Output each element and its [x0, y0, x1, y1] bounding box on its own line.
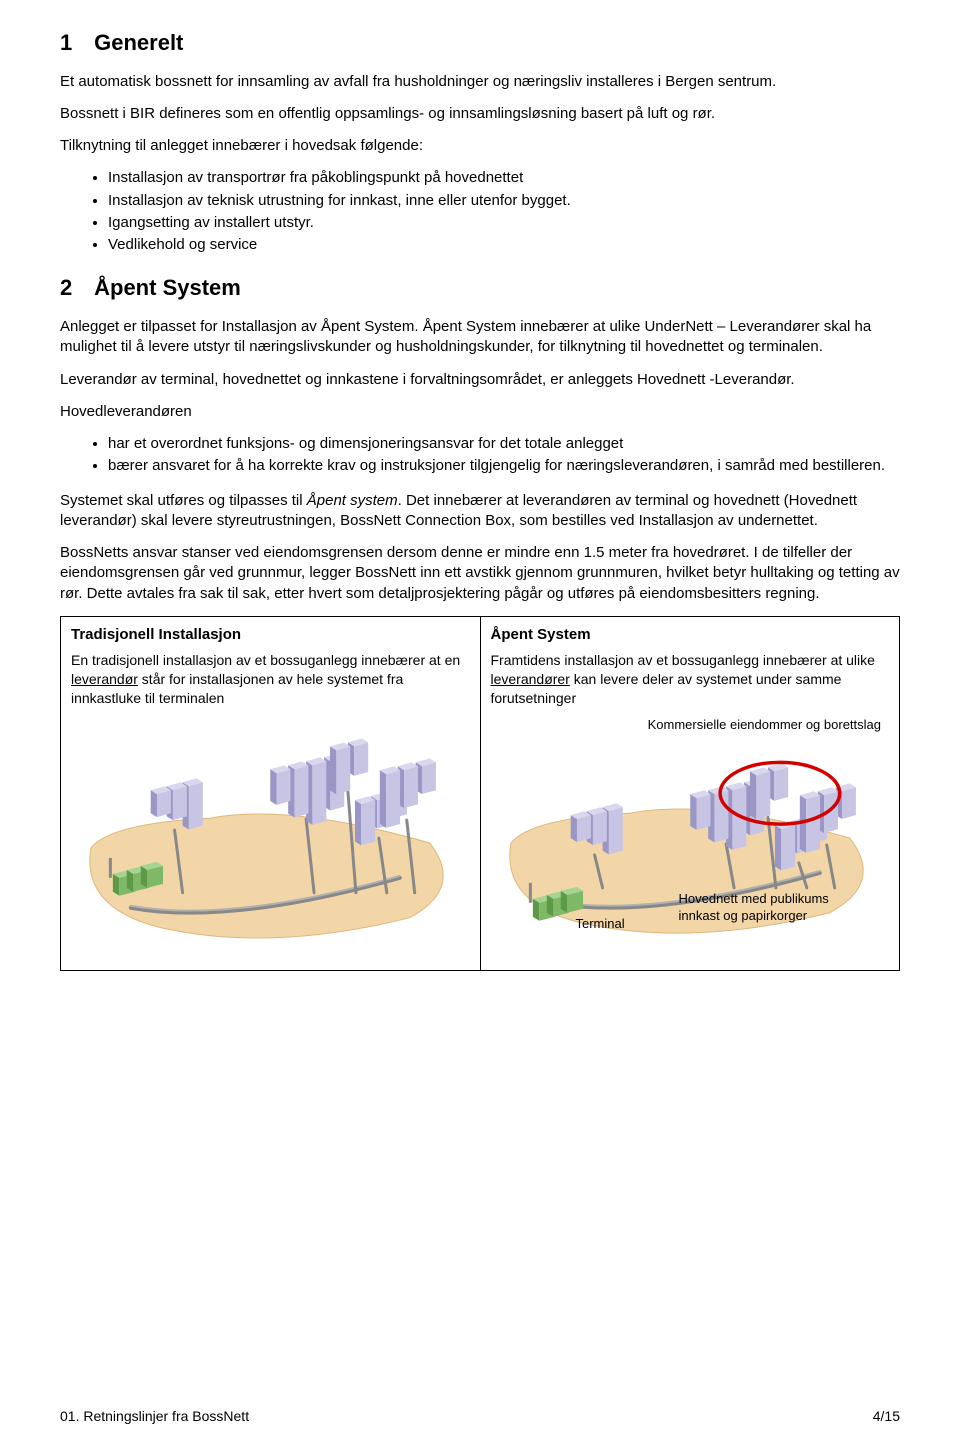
section-1-heading: 1 Generelt [60, 28, 900, 58]
s1-bullet: Installasjon av transportrør fra påkobli… [108, 168, 900, 188]
comparison-left-col: Tradisjonell Installasjon En tradisjonel… [61, 617, 480, 970]
right-col-title: Åpent System [491, 625, 890, 645]
s1-bullet: Igangsetting av installert utstyr. [108, 213, 900, 233]
left-body-a: En tradisjonell installasjon av et bossu… [71, 652, 460, 668]
right-col-body: Framtidens installasjon av et bossuganle… [491, 651, 890, 708]
s2-para-3: Hovedleverandøren [60, 402, 900, 422]
s1-para-1: Et automatisk bossnett for innsamling av… [60, 72, 900, 92]
terminal-label: Terminal [576, 915, 625, 933]
page-footer: 01. Retningslinjer fra BossNett 4/15 [60, 1407, 900, 1426]
right-body-underline: leverandører [491, 671, 570, 687]
left-col-title: Tradisjonell Installasjon [71, 625, 470, 645]
footer-left: 01. Retningslinjer fra BossNett [60, 1407, 249, 1426]
s1-bullet: Vedlikehold og service [108, 235, 900, 255]
left-diagram-svg [71, 718, 470, 958]
left-col-body: En tradisjonell installasjon av et bossu… [71, 651, 470, 708]
s2-bullet: har et overordnet funksjons- og dimensjo… [108, 434, 900, 454]
s1-bullet: Installasjon av teknisk utrustning for i… [108, 191, 900, 211]
left-body-underline: leverandør [71, 671, 138, 687]
s2-p4-a: Systemet skal utføres og tilpasses til [60, 492, 307, 509]
right-body-a: Framtidens installasjon av et bossuganle… [491, 652, 875, 668]
s1-para-3: Tilknytning til anlegget innebærer i hov… [60, 136, 900, 156]
section-2-title: Åpent System [94, 275, 241, 300]
section-1-number: 1 [60, 28, 88, 58]
s2-para-5: BossNetts ansvar stanser ved eiendomsgre… [60, 543, 900, 604]
footer-right: 4/15 [873, 1407, 900, 1426]
s2-bullet: bærer ansvaret for å ha korrekte krav og… [108, 456, 900, 476]
s2-para-2: Leverandør av terminal, hovednettet og i… [60, 370, 900, 390]
left-diagram [71, 718, 470, 958]
section-2-number: 2 [60, 273, 88, 303]
comparison-table: Tradisjonell Installasjon En tradisjonel… [60, 616, 900, 971]
comparison-right-col: Åpent System Framtidens installasjon av … [480, 617, 900, 970]
section-2-heading: 2 Åpent System [60, 273, 900, 303]
s2-bullet-list: har et overordnet funksjons- og dimensjo… [60, 434, 900, 477]
s1-bullet-list: Installasjon av transportrør fra påkobli… [60, 168, 900, 255]
right-caption-top: Kommersielle eiendommer og borettslag [491, 716, 890, 734]
s2-para-4: Systemet skal utføres og tilpasses til Å… [60, 491, 900, 532]
section-1-title: Generelt [94, 30, 183, 55]
s1-para-2: Bossnett i BIR defineres som en offentli… [60, 104, 900, 124]
s2-p4-italic: Åpent system [307, 492, 398, 509]
right-diagram: Terminal Hovednett med publikums innkast… [491, 743, 890, 953]
hovednett-label: Hovednett med publikums innkast og papir… [679, 891, 849, 924]
s2-para-1: Anlegget er tilpasset for Installasjon a… [60, 317, 900, 358]
